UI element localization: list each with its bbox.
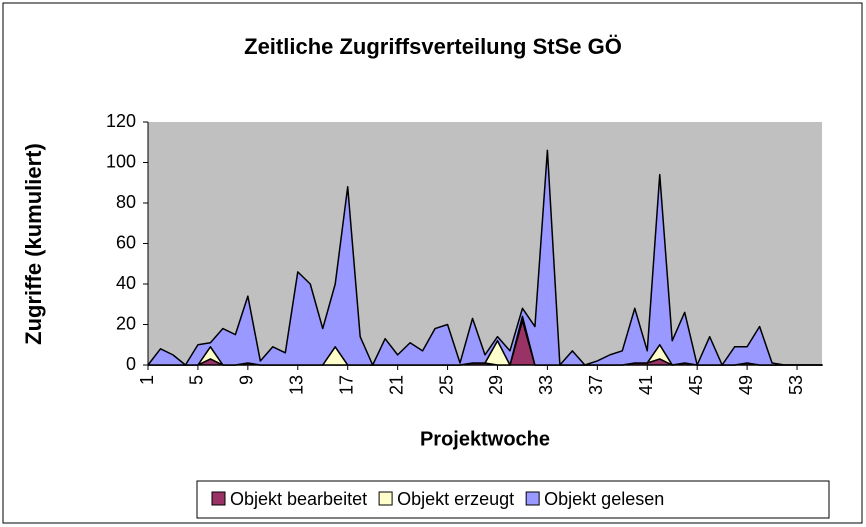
x-tick-label: 13 bbox=[287, 375, 307, 395]
y-tick-label: 60 bbox=[116, 232, 136, 252]
x-tick-label: 49 bbox=[736, 375, 756, 395]
y-axis-label: Zugriffe (kumuliert) bbox=[21, 143, 46, 345]
x-axis-label: Projektwoche bbox=[420, 428, 550, 450]
legend-label: Objekt bearbeitet bbox=[230, 489, 367, 509]
x-tick-label: 21 bbox=[386, 375, 406, 395]
y-tick-label: 0 bbox=[126, 354, 136, 374]
x-tick-label: 5 bbox=[187, 375, 207, 385]
x-tick-label: 1 bbox=[137, 375, 157, 385]
plot-area bbox=[148, 122, 822, 365]
x-tick-label: 25 bbox=[436, 375, 456, 395]
y-tick-label: 80 bbox=[116, 192, 136, 212]
x-tick-label: 29 bbox=[486, 375, 506, 395]
y-tick-label: 40 bbox=[116, 273, 136, 293]
legend-label: Objekt gelesen bbox=[544, 489, 664, 509]
legend-swatch bbox=[211, 491, 226, 506]
x-tick-label: 17 bbox=[336, 375, 356, 395]
x-tick-label: 9 bbox=[237, 375, 257, 385]
y-tick-label: 20 bbox=[116, 313, 136, 333]
x-tick-label: 45 bbox=[686, 375, 706, 395]
legend-swatch bbox=[378, 491, 393, 506]
chart-title: Zeitliche Zugriffsverteilung StSe GÖ bbox=[244, 34, 622, 59]
y-tick-label: 100 bbox=[106, 151, 136, 171]
legend-label: Objekt erzeugt bbox=[397, 489, 514, 509]
x-tick-label: 41 bbox=[636, 375, 656, 395]
legend-box bbox=[196, 480, 830, 519]
y-tick-label: 120 bbox=[106, 111, 136, 131]
x-tick-label: 37 bbox=[586, 375, 606, 395]
x-tick-label: 53 bbox=[786, 375, 806, 395]
x-tick-label: 33 bbox=[536, 375, 556, 395]
legend-swatch bbox=[525, 491, 540, 506]
